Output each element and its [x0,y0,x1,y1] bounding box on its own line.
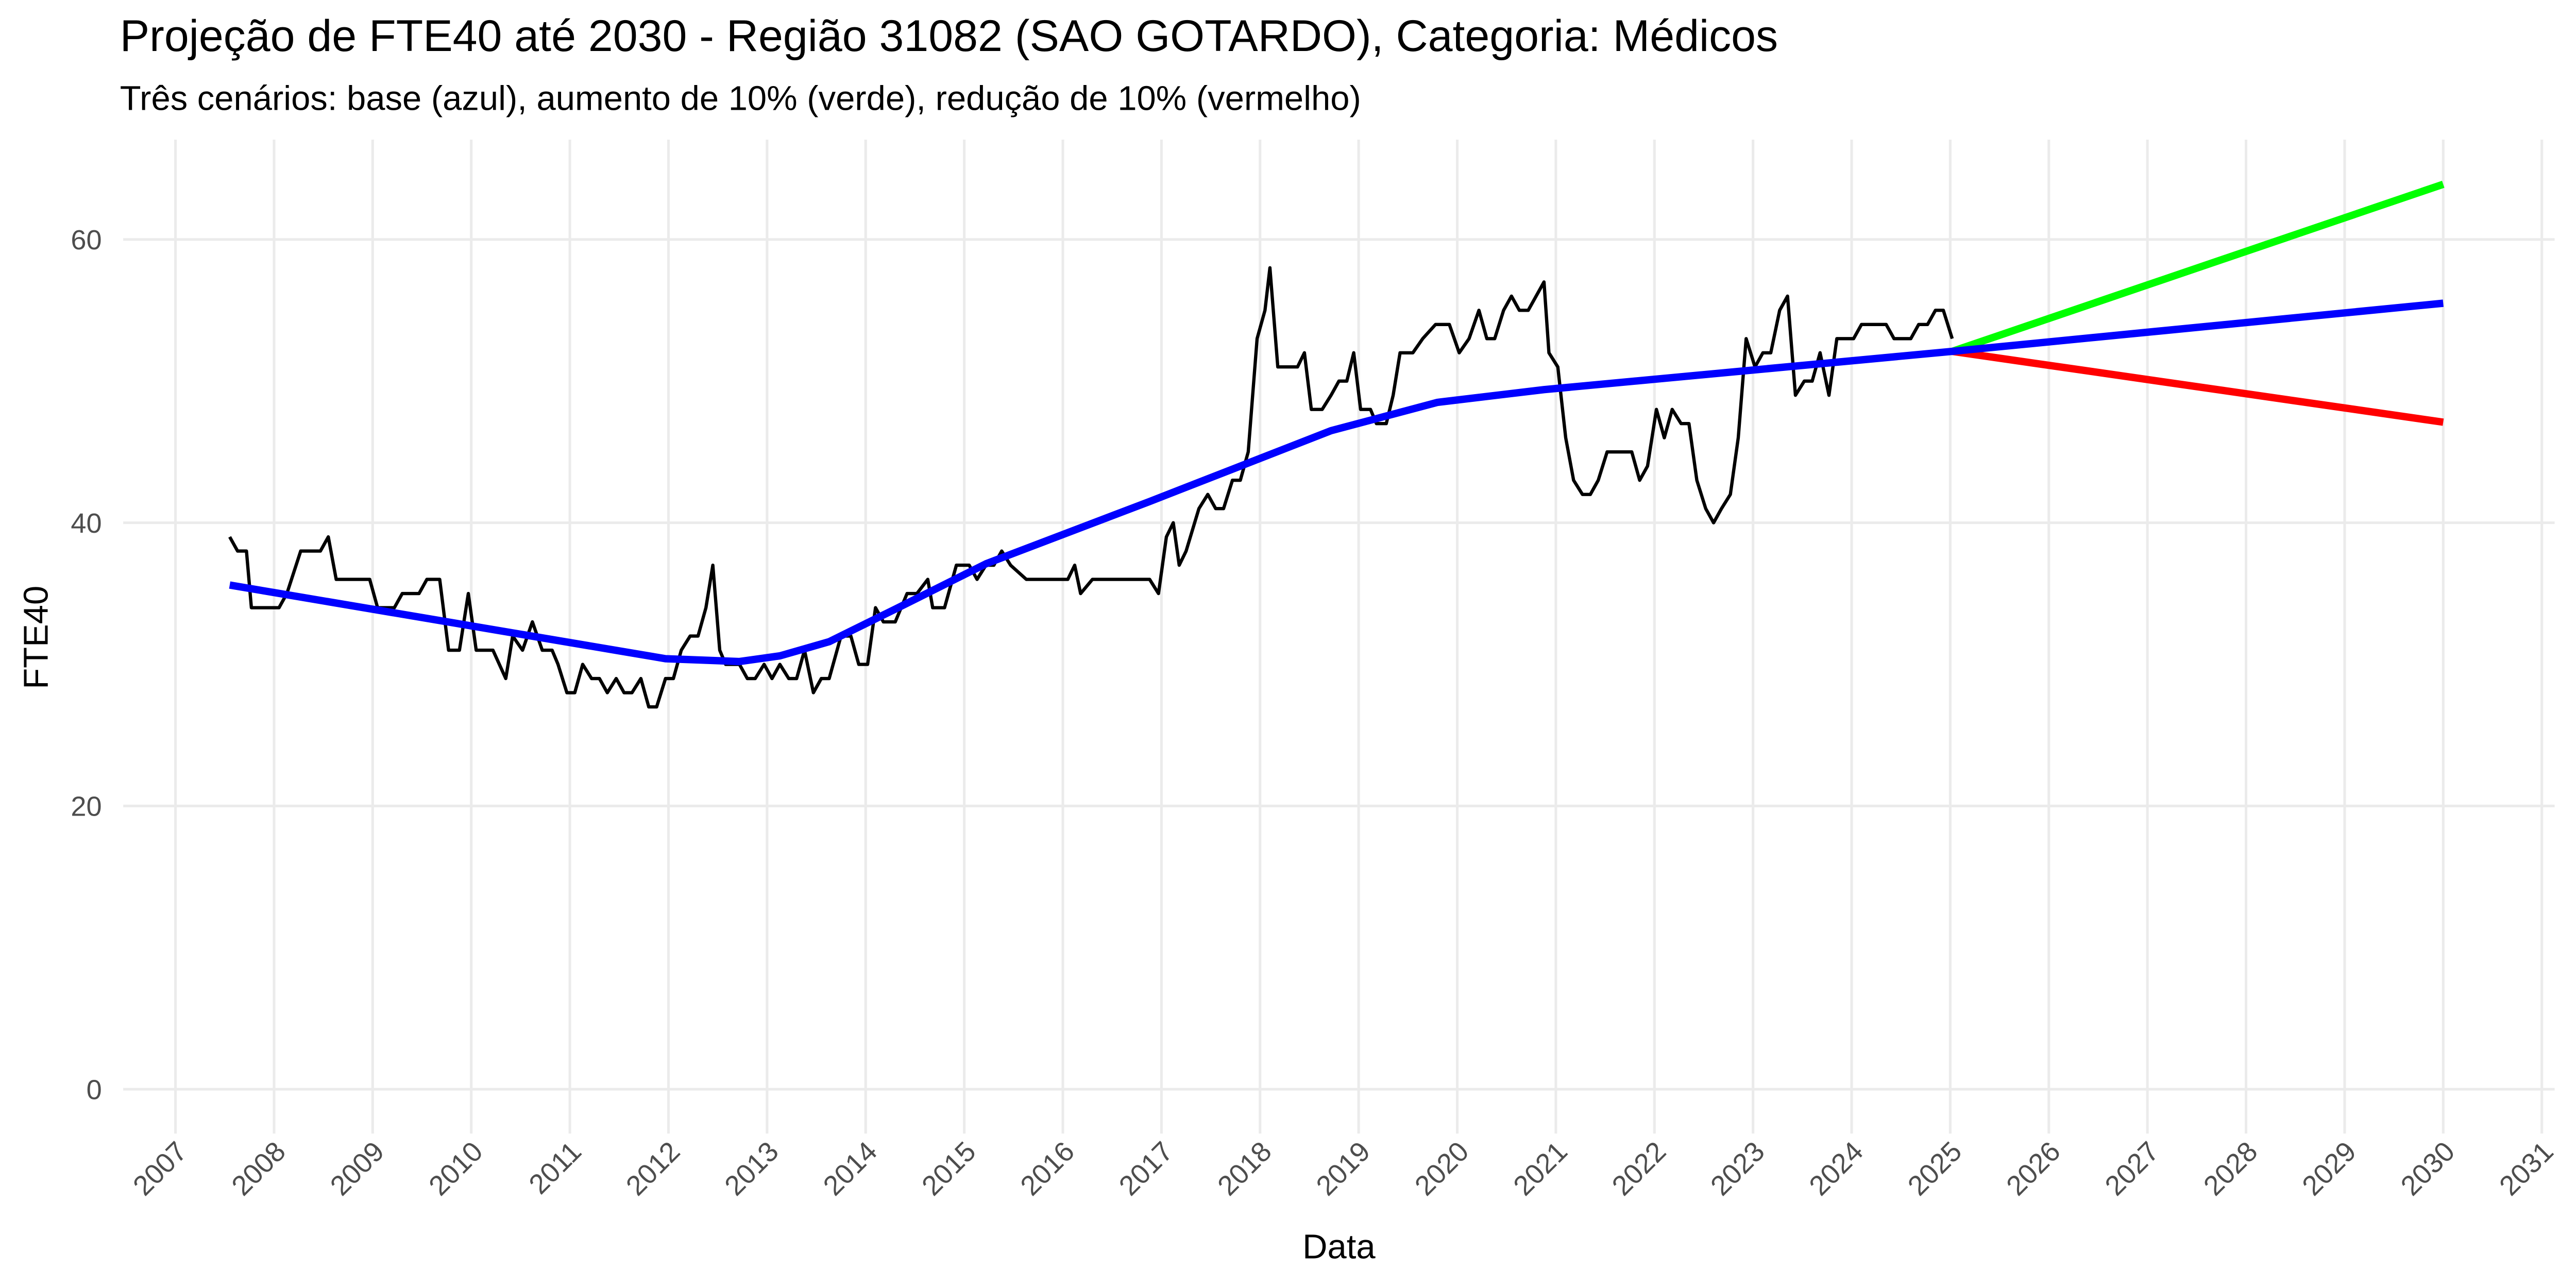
chart-title: Projeção de FTE40 até 2030 - Região 3108… [120,11,1778,61]
y-tick-label: 20 [71,791,101,822]
y-tick-label: 40 [71,508,101,539]
y-tick-label: 0 [87,1074,102,1105]
x-axis-title: Data [1302,1228,1376,1266]
data-line [229,299,2444,666]
data-line [1952,347,2444,426]
y-axis-title: FTE40 [16,586,55,689]
data-line [1951,180,2445,355]
grid [123,140,2555,1134]
y-tick-label: 60 [71,225,101,256]
lines [228,180,2445,709]
data-line [228,266,1954,709]
chart-subtitle: Três cenários: base (azul), aumento de 1… [120,79,1361,118]
